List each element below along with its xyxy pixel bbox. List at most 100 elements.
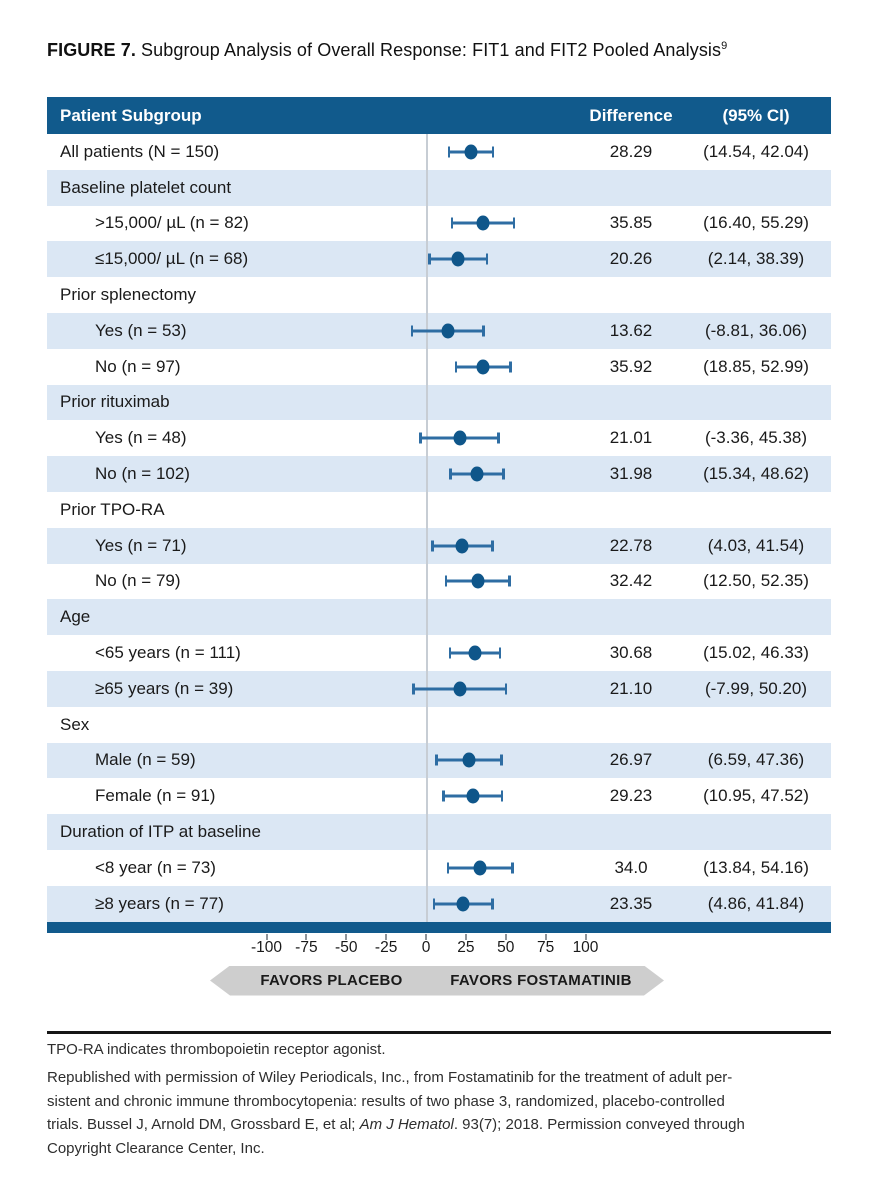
point-estimate-dot: [453, 681, 467, 697]
ci-cap: [500, 790, 504, 802]
ci-cap: [450, 217, 454, 229]
ci-value: (2.14, 38.39): [707, 249, 805, 269]
category-label: Prior TPO-RA: [60, 499, 165, 519]
ci-cap: [482, 325, 485, 337]
difference-value: 34.0: [614, 857, 648, 877]
zero-reference-line: [426, 277, 428, 313]
ci-cap: [454, 361, 458, 373]
permission-line2: sistent and chronic immune thrombocytope…: [47, 1092, 725, 1110]
ci-cap: [444, 575, 448, 587]
footnote-divider: [47, 1031, 831, 1034]
difference-value: 30.68: [609, 643, 653, 663]
category-label: Sex: [60, 714, 90, 734]
difference-value: 29.23: [609, 786, 653, 806]
zero-reference-line: [426, 456, 428, 492]
ci-value: (-8.81, 36.06): [704, 320, 808, 340]
zero-reference-line: [426, 849, 428, 886]
forest-plot-table: Patient Subgroup Difference (95% CI) All…: [47, 97, 831, 996]
category-row: Prior splenectomy: [47, 277, 831, 313]
point-estimate-dot: [466, 788, 480, 804]
subgroup-row: ≥65 years (n = 39) 21.10 (-7.99, 50.20): [47, 670, 831, 707]
ci-value: (15.02, 46.33): [703, 643, 809, 663]
ci-value: (16.40, 55.29): [703, 213, 809, 233]
zero-reference-line: [426, 635, 428, 671]
difference-value: 26.97: [609, 750, 653, 770]
axis-tick-label: 100: [572, 938, 599, 956]
ci-value: (12.50, 52.35): [703, 571, 809, 591]
category-row: Sex: [47, 706, 831, 743]
ci-cap: [419, 432, 422, 444]
point-estimate-dot: [470, 466, 484, 482]
subgroup-label: No (n = 97): [95, 356, 181, 376]
subgroup-row: No (n = 79) 32.42 (12.50, 52.35): [47, 563, 831, 600]
ci-cap: [442, 790, 445, 802]
ci-cap: [504, 683, 508, 695]
ci-cap: [491, 146, 495, 158]
axis-tick: [584, 933, 587, 940]
ci-cap: [448, 647, 452, 659]
subgroup-label: ≥65 years (n = 39): [95, 678, 234, 698]
ci-cap: [410, 325, 414, 337]
ci-cap: [509, 361, 512, 373]
subgroup-row: >15,000/ µL (n = 82) 35.85 (16.40, 55.29): [47, 205, 831, 242]
subgroup-row: <8 year (n = 73) 34.0 (13.84, 54.16): [47, 849, 831, 886]
figure-title-text: Subgroup Analysis of Overall Response: F…: [135, 40, 722, 60]
difference-value: 21.10: [609, 678, 653, 698]
table-body: All patients (N = 150) 28.29 (14.54, 42.04…: [47, 134, 831, 922]
ci-value: (13.84, 54.16): [703, 857, 809, 877]
favors-fostamatinib-label: FAVORS FOSTAMATINIB: [450, 972, 632, 990]
ci-cap: [500, 754, 503, 766]
ci-value: (4.86, 41.84): [707, 893, 805, 913]
subgroup-row: Yes (n = 53) 13.62 (-8.81, 36.06): [47, 312, 831, 349]
point-estimate-dot: [476, 215, 490, 231]
category-label: Baseline platelet count: [60, 177, 232, 197]
axis-tick: [464, 933, 467, 940]
zero-reference-line: [426, 814, 428, 850]
difference-value: 20.26: [609, 249, 653, 269]
ci-value: (-3.36, 45.38): [704, 428, 808, 448]
subgroup-label: No (n = 79): [95, 571, 181, 591]
permission-line1: Republished with permission of Wiley Per…: [47, 1069, 733, 1086]
point-estimate-dot: [473, 860, 487, 876]
axis-tick-label: -100: [250, 938, 283, 956]
ci-value: (18.85, 52.99): [703, 356, 809, 376]
point-estimate-dot: [476, 359, 490, 375]
category-row: Prior TPO-RA: [47, 491, 831, 528]
ci-value: (6.59, 47.36): [707, 750, 805, 770]
subgroup-label: All patients (N = 150): [60, 141, 220, 161]
difference-value: 13.62: [609, 320, 653, 340]
subgroup-row: Yes (n = 71) 22.78 (4.03, 41.54): [47, 527, 831, 564]
ci-cap: [511, 862, 514, 874]
header-ci: (95% CI): [722, 105, 790, 125]
header-patient-subgroup: Patient Subgroup: [60, 105, 202, 125]
difference-value: 35.85: [609, 213, 653, 233]
permission-line4: Copyright Clearance Center, Inc.: [47, 1139, 265, 1157]
figure-title: FIGURE 7. Subgroup Analysis of Overall R…: [47, 40, 727, 61]
point-estimate-dot: [451, 251, 465, 267]
ci-cap: [491, 898, 494, 910]
axis-tick: [265, 933, 268, 940]
ci-cap: [432, 898, 435, 910]
axis-tick-label: -75: [295, 938, 318, 956]
ci-cap: [431, 540, 434, 552]
figure-title-superscript: 9: [721, 40, 728, 52]
category-label: Prior rituximab: [60, 392, 170, 412]
subgroup-row: All patients (N = 150) 28.29 (14.54, 42.04…: [47, 134, 831, 170]
category-label: Age: [60, 607, 91, 627]
axis-tick-label: 50: [497, 938, 515, 956]
zero-reference-line: [426, 778, 428, 815]
axis-tick-label: -25: [374, 938, 398, 956]
axis-tick: [504, 933, 507, 940]
zero-reference-line: [426, 384, 428, 421]
footnote-permission: Republished with permission of Wiley Per…: [47, 1066, 837, 1160]
subgroup-label: Yes (n = 53): [95, 320, 187, 340]
point-estimate-dot: [464, 144, 478, 160]
subgroup-row: <65 years (n = 111) 30.68 (15.02, 46.33): [47, 635, 831, 671]
x-axis: -100 -75 -50 -25 0 25 50 75 100: [47, 933, 831, 959]
table-bottom-bar: [47, 921, 831, 933]
axis-tick-label: 0: [421, 938, 431, 956]
zero-reference-line: [426, 706, 428, 743]
difference-value: 32.42: [609, 571, 653, 591]
ci-cap: [498, 647, 502, 659]
